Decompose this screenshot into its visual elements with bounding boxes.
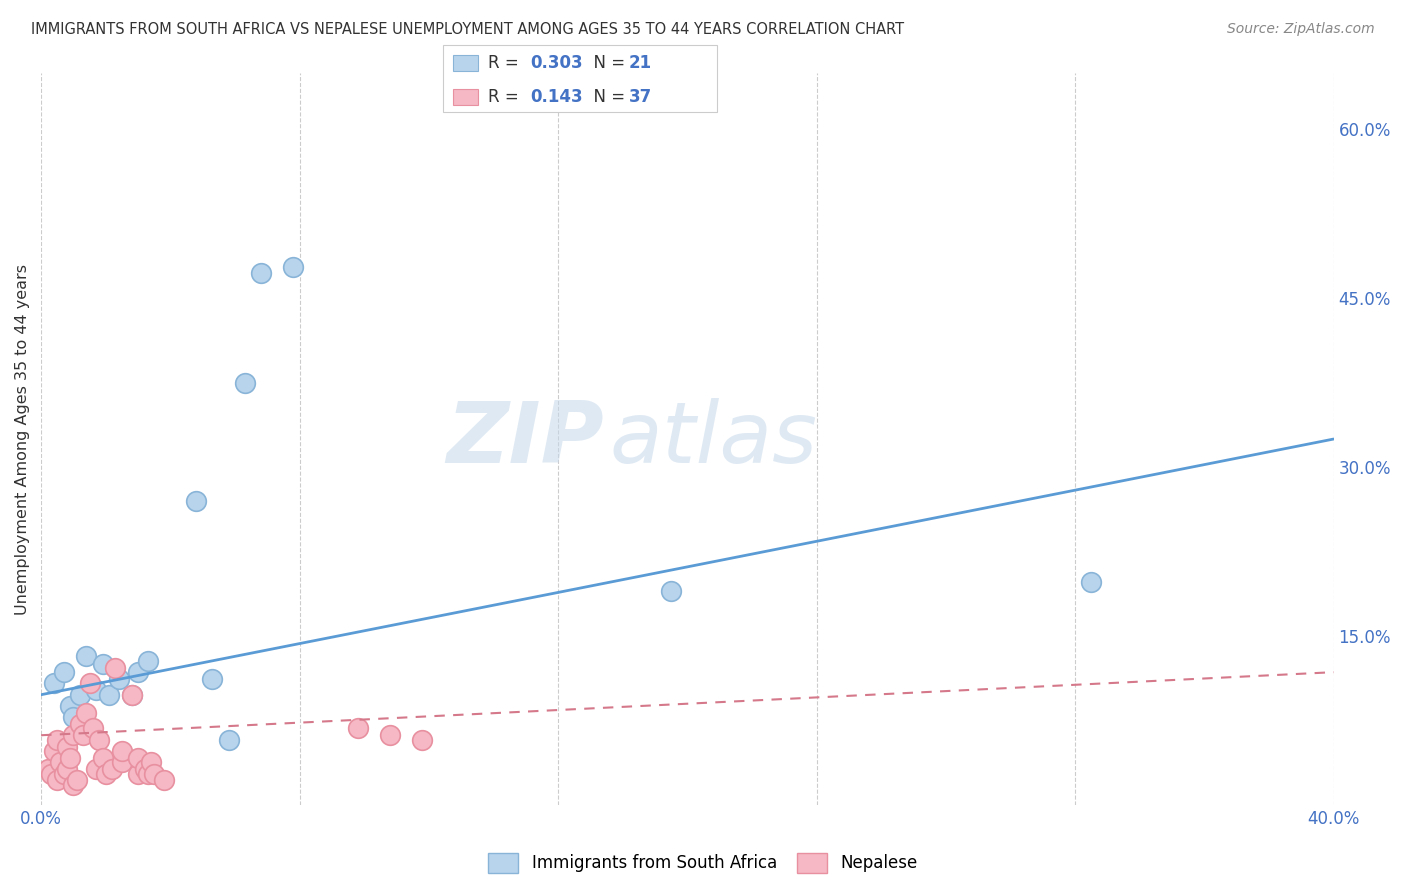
Point <box>59 698 82 713</box>
Point <box>250 267 273 281</box>
Text: R =: R = <box>488 87 524 106</box>
Text: 21: 21 <box>628 54 651 72</box>
Point <box>91 751 114 765</box>
Text: IMMIGRANTS FROM SOUTH AFRICA VS NEPALESE UNEMPLOYMENT AMONG AGES 35 TO 44 YEARS : IMMIGRANTS FROM SOUTH AFRICA VS NEPALESE… <box>31 22 904 37</box>
Point <box>69 717 91 731</box>
Point <box>62 710 84 724</box>
Legend: Immigrants from South Africa, Nepalese: Immigrants from South Africa, Nepalese <box>482 847 924 880</box>
Point <box>127 766 149 780</box>
Point <box>69 688 91 702</box>
Point <box>49 756 72 770</box>
Point <box>52 665 75 680</box>
Point <box>37 762 59 776</box>
Point <box>56 739 79 754</box>
Point <box>111 756 134 770</box>
Point <box>59 751 82 765</box>
Point <box>62 778 84 792</box>
Text: ZIP: ZIP <box>446 398 603 481</box>
Point <box>1080 575 1102 590</box>
Text: atlas: atlas <box>610 398 818 481</box>
Point <box>139 756 162 770</box>
Point <box>75 706 97 720</box>
Point <box>346 722 368 736</box>
Point <box>52 766 75 780</box>
Point <box>283 260 305 274</box>
Text: R =: R = <box>488 54 524 72</box>
Point <box>62 728 84 742</box>
Point <box>42 744 65 758</box>
Point <box>378 728 401 742</box>
Point <box>134 762 156 776</box>
Text: N =: N = <box>583 54 631 72</box>
Point <box>98 688 121 702</box>
Point <box>233 376 256 390</box>
Point <box>104 661 127 675</box>
Point <box>39 766 62 780</box>
Point <box>127 665 149 680</box>
Point <box>91 657 114 672</box>
Point <box>153 773 176 788</box>
Point <box>56 762 79 776</box>
Text: Source: ZipAtlas.com: Source: ZipAtlas.com <box>1227 22 1375 37</box>
Point <box>82 722 104 736</box>
Point <box>127 751 149 765</box>
Point <box>111 744 134 758</box>
Point <box>136 654 159 668</box>
Point <box>186 494 208 508</box>
Point <box>89 732 111 747</box>
Point <box>201 672 224 686</box>
Point <box>46 773 69 788</box>
Point <box>218 732 240 747</box>
Point <box>101 762 124 776</box>
Point <box>136 766 159 780</box>
Point <box>79 676 101 690</box>
Point <box>66 773 89 788</box>
Text: 0.303: 0.303 <box>530 54 582 72</box>
Y-axis label: Unemployment Among Ages 35 to 44 years: Unemployment Among Ages 35 to 44 years <box>15 263 30 615</box>
Point <box>121 688 143 702</box>
Point <box>46 732 69 747</box>
Point <box>94 766 117 780</box>
Text: 0.143: 0.143 <box>530 87 582 106</box>
Point <box>143 766 166 780</box>
Point <box>121 688 143 702</box>
Point <box>72 728 94 742</box>
Point <box>84 762 107 776</box>
Text: N =: N = <box>583 87 631 106</box>
Point <box>411 732 433 747</box>
Point <box>42 676 65 690</box>
Point <box>107 672 129 686</box>
Text: 37: 37 <box>628 87 652 106</box>
Point <box>84 683 107 698</box>
Point <box>659 584 682 599</box>
Point <box>75 649 97 664</box>
